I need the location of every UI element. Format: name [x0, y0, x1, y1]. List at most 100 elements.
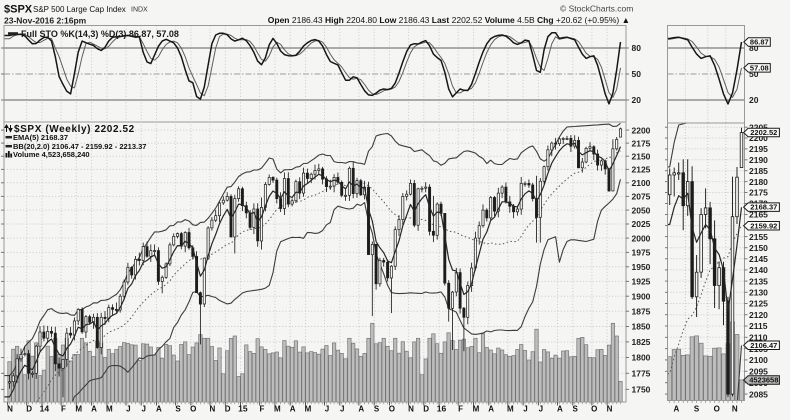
svg-text:D: D [26, 405, 32, 414]
svg-text:2000: 2000 [632, 233, 651, 243]
svg-text:2025: 2025 [632, 219, 651, 229]
svg-text:O: O [389, 405, 395, 414]
svg-text:S: S [573, 405, 579, 414]
svg-text:1875: 1875 [632, 306, 651, 316]
svg-text:1975: 1975 [632, 248, 651, 258]
svg-text:20: 20 [749, 95, 759, 105]
svg-text:4523658: 4523658 [749, 376, 778, 385]
svg-text:Full STO %K(14,3) %D(3) 86.87,: Full STO %K(14,3) %D(3) 86.87, 57.08 [21, 29, 179, 39]
svg-text:2110: 2110 [749, 333, 768, 343]
svg-text:M: M [507, 405, 514, 414]
svg-text:2200: 2200 [632, 125, 651, 135]
svg-text:2050: 2050 [632, 205, 651, 215]
svg-text:86.87: 86.87 [750, 38, 769, 47]
svg-text:S: S [694, 405, 700, 414]
svg-text:15: 15 [238, 404, 248, 414]
svg-text:50: 50 [632, 69, 642, 79]
svg-text:S: S [374, 405, 380, 414]
svg-text:S: S [175, 405, 181, 414]
svg-text:2135: 2135 [749, 276, 768, 286]
svg-text:N: N [7, 405, 13, 414]
svg-text:D: D [225, 405, 231, 414]
svg-text:J: J [539, 405, 543, 414]
svg-text:Volume 4,523,658,240: Volume 4,523,658,240 [13, 150, 90, 159]
svg-text:2175: 2175 [632, 138, 651, 148]
svg-text:2150: 2150 [749, 243, 768, 253]
svg-text:23-Nov-2016 2:16pm: 23-Nov-2016 2:16pm [4, 16, 87, 26]
svg-text:$SPX: $SPX [4, 4, 33, 16]
svg-text:© StockCharts.com: © StockCharts.com [560, 4, 633, 14]
svg-text:50: 50 [749, 69, 759, 79]
svg-text:1800: 1800 [632, 353, 651, 363]
svg-text:2159.92: 2159.92 [750, 221, 777, 230]
svg-text:F: F [260, 405, 265, 414]
svg-text:1950: 1950 [632, 262, 651, 272]
svg-text:BB(20,2.0) 2106.47 - 2159.92 -: BB(20,2.0) 2106.47 - 2159.92 - 2213.37 [13, 142, 146, 151]
svg-text:2075: 2075 [632, 192, 651, 202]
svg-text:2205: 2205 [749, 122, 768, 132]
svg-text:O: O [190, 405, 196, 414]
svg-text:N: N [607, 405, 613, 414]
svg-text:1825: 1825 [632, 337, 651, 347]
svg-text:2100: 2100 [632, 178, 651, 188]
svg-text:2180: 2180 [749, 177, 768, 187]
svg-text:2185: 2185 [749, 166, 768, 176]
svg-text:EMA(5) 2168.37: EMA(5) 2168.37 [13, 133, 68, 142]
svg-text:1900: 1900 [632, 291, 651, 301]
svg-text:A: A [488, 405, 494, 414]
svg-text:Open 2186.43 High 2204.80 Low: Open 2186.43 High 2204.80 Low 2186.43 La… [268, 15, 630, 25]
svg-text:J: J [126, 405, 130, 414]
svg-text:80: 80 [749, 43, 759, 53]
svg-text:1925: 1925 [632, 277, 651, 287]
svg-text:2085: 2085 [749, 389, 768, 399]
svg-text:1775: 1775 [632, 369, 651, 379]
svg-text:M: M [274, 405, 281, 414]
svg-text:O: O [591, 405, 597, 414]
svg-text:A: A [156, 405, 162, 414]
svg-text:O: O [714, 405, 720, 414]
svg-text:1750: 1750 [632, 385, 651, 395]
svg-text:A: A [290, 405, 296, 414]
svg-text:M: M [75, 405, 82, 414]
svg-text:A: A [358, 405, 364, 414]
svg-text:2106.47: 2106.47 [750, 341, 777, 350]
svg-text:F: F [61, 405, 66, 414]
svg-text:2190: 2190 [749, 155, 768, 165]
svg-text:2202.52: 2202.52 [750, 128, 777, 137]
svg-text:2175: 2175 [749, 188, 768, 198]
svg-text:2095: 2095 [749, 367, 768, 377]
svg-text:20: 20 [632, 95, 642, 105]
svg-text:57.08: 57.08 [750, 64, 769, 73]
svg-text:16: 16 [437, 404, 447, 414]
svg-text:A: A [91, 405, 97, 414]
svg-text:80: 80 [632, 43, 642, 53]
svg-text:2145: 2145 [749, 254, 768, 264]
svg-text:2125: 2125 [632, 165, 651, 175]
svg-text:J: J [523, 405, 527, 414]
svg-text:J: J [340, 405, 344, 414]
svg-text:1850: 1850 [632, 322, 651, 332]
svg-text:A: A [674, 405, 680, 414]
svg-text:N: N [732, 405, 738, 414]
svg-text:2115: 2115 [749, 321, 768, 331]
svg-text:A: A [557, 405, 563, 414]
svg-text:S&P 500 Large Cap Index: S&P 500 Large Cap Index [33, 5, 126, 14]
svg-text:2155: 2155 [749, 232, 768, 242]
svg-text:2195: 2195 [749, 144, 768, 154]
svg-text:14: 14 [40, 404, 50, 414]
svg-text:2120: 2120 [749, 310, 768, 320]
svg-text:2200: 2200 [749, 133, 768, 143]
svg-text:2130: 2130 [749, 288, 768, 298]
svg-text:2168.37: 2168.37 [750, 203, 777, 212]
svg-text:N: N [210, 405, 216, 414]
svg-text:2125: 2125 [749, 299, 768, 309]
svg-text:INDX: INDX [131, 7, 148, 14]
svg-text:M: M [305, 405, 312, 414]
svg-text:2140: 2140 [749, 265, 768, 275]
svg-text:J: J [325, 405, 329, 414]
svg-text:F: F [458, 405, 463, 414]
svg-text:J: J [141, 405, 145, 414]
svg-text:2150: 2150 [632, 151, 651, 161]
svg-text:2165: 2165 [749, 210, 768, 220]
svg-text:D: D [423, 405, 429, 414]
